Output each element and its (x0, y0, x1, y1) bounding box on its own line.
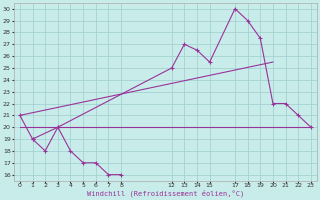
X-axis label: Windchill (Refroidissement éolien,°C): Windchill (Refroidissement éolien,°C) (87, 190, 244, 197)
